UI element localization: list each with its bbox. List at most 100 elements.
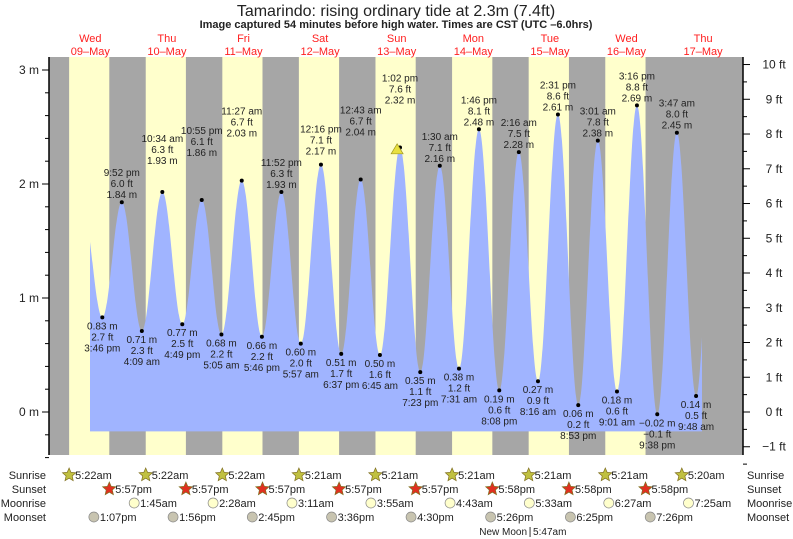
low-tide-time: 8:08 pm <box>481 416 517 427</box>
low-tide-point <box>576 403 581 408</box>
moonrise-time: 5:33am <box>535 498 572 510</box>
date-label: 14–May <box>454 46 494 58</box>
low-tide-ft: 2.2 ft <box>251 352 273 363</box>
high-tide-time: 1:02 pm <box>382 74 418 85</box>
low-tide-ft: 2.3 ft <box>131 346 153 357</box>
date-label: 17–May <box>684 46 724 58</box>
high-tide-time: 1:30 am <box>422 132 458 143</box>
low-tide-label: 0.77 m2.5 ft4:49 pm <box>164 328 200 361</box>
low-tide-label: 0.38 m1.2 ft7:31 am <box>441 373 477 406</box>
high-tide-ft: 6.3 ft <box>270 169 292 180</box>
high-tide-ft: 6.7 ft <box>350 116 372 127</box>
moonset-time: 5:26pm <box>497 512 534 524</box>
low-tide-ft: 1.6 ft <box>369 370 391 381</box>
low-tide-label: 0.51 m1.7 ft6:37 pm <box>323 358 359 391</box>
low-tide-time: 5:57 am <box>283 370 319 381</box>
high-tide-label: 3:16 pm8.8 ft2.69 m <box>619 71 655 104</box>
high-tide-point <box>674 130 679 135</box>
sunrise-icon <box>597 467 613 482</box>
sunrise-time: 5:22am <box>228 470 265 482</box>
sunrise-icon <box>444 467 460 482</box>
moonrise-time: 3:55am <box>377 498 414 510</box>
moonrise-row-label-right: Moonrise <box>747 498 792 510</box>
sunrise-icon <box>674 467 690 482</box>
moonrise-icon <box>683 497 694 509</box>
day-label: Fri <box>237 33 250 45</box>
low-tide-time: 6:37 pm <box>323 380 359 391</box>
right-axis-label: 5 ft <box>766 231 783 245</box>
moonrise-icon <box>286 497 298 509</box>
moonset-icon <box>485 511 496 523</box>
high-tide-point <box>516 150 521 155</box>
sunset-icon <box>484 481 500 496</box>
low-tide-point <box>655 412 660 417</box>
moonrise-icon <box>365 497 377 509</box>
low-tide-ft: 0.9 ft <box>527 396 549 407</box>
high-tide-point <box>318 162 323 167</box>
high-tide-label: 11:27 am6.7 ft2.03 m <box>221 107 262 140</box>
low-tide-time: 7:31 am <box>441 395 477 406</box>
low-tide-ft: 0.6 ft <box>606 406 628 417</box>
low-tide-point <box>259 334 264 339</box>
sunrise-icon <box>521 467 537 482</box>
low-tide-time: 6:45 am <box>362 381 398 392</box>
high-tide-m: 2.04 m <box>345 127 376 138</box>
moonset-time: 2:45pm <box>258 512 295 524</box>
high-tide-point <box>634 103 639 108</box>
high-tide-label: 12:16 pm7.1 ft2.17 m <box>300 125 342 158</box>
high-tide-ft: 8.0 ft <box>666 110 688 121</box>
sunrise-row-label: Sunrise <box>9 470 46 482</box>
high-tide-m: 2.48 m <box>464 117 495 128</box>
high-tide-label: 3:01 am7.8 ft2.38 m <box>580 107 616 140</box>
low-tide-m: 0.38 m <box>444 373 475 384</box>
low-tide-time: 8:16 am <box>520 407 556 418</box>
high-tide-ft: 8.8 ft <box>626 82 648 93</box>
high-tide-label: 2:31 pm8.6 ft2.61 m <box>540 80 576 113</box>
day-label: Thu <box>694 33 713 45</box>
moonrise-time: 6:27am <box>615 498 652 510</box>
high-tide-m: 2.17 m <box>306 147 337 158</box>
low-tide-time: 5:46 pm <box>244 363 280 374</box>
high-tide-label: 1:02 pm7.6 ft2.32 m <box>382 74 418 107</box>
sunset-icon <box>561 481 577 496</box>
low-tide-ft: 1.1 ft <box>409 387 431 398</box>
sunrise-icon <box>367 467 383 482</box>
moonset-icon <box>565 511 576 523</box>
low-tide-ft: 2.5 ft <box>171 339 193 350</box>
moonset-time: 4:30pm <box>417 512 454 524</box>
high-tide-ft: 6.3 ft <box>151 145 173 156</box>
moonset-icon <box>88 511 100 523</box>
moonrise-icon <box>603 497 615 509</box>
high-tide-ft: 8.6 ft <box>547 91 569 102</box>
low-tide-label: −0.02 m−0.1 ft9:38 pm <box>639 418 675 451</box>
sunset-time: 5:58pm <box>652 484 689 496</box>
low-tide-label: 0.06 m0.2 ft8:53 pm <box>560 409 596 442</box>
moonset-time: 6:25pm <box>576 512 613 524</box>
sunset-time: 5:58pm <box>498 484 535 496</box>
low-tide-time: 3:46 pm <box>84 343 120 354</box>
high-tide-m: 2.28 m <box>504 140 535 151</box>
low-tide-point <box>100 315 105 320</box>
sunset-time: 5:57pm <box>115 484 152 496</box>
low-tide-m: 0.27 m <box>523 385 554 396</box>
right-axis-label: 3 ft <box>766 301 783 315</box>
left-axis-label: 3 m <box>19 63 39 77</box>
right-axis-label: 10 ft <box>762 58 786 72</box>
right-axis-label: 2 ft <box>766 336 783 350</box>
moonrise-icon <box>523 497 535 509</box>
new-moon-time: 5:47am <box>533 527 566 538</box>
high-tide-label: 11:52 pm6.3 ft1.93 m <box>261 158 302 191</box>
moonrise-row-label: Moonrise <box>1 498 46 510</box>
chart-title: Tamarindo: rising ordinary tide at 2.3m … <box>237 3 555 20</box>
sunrise-row-label-right: Sunrise <box>747 470 784 482</box>
low-tide-m: 0.50 m <box>365 359 396 370</box>
day-label: Wed <box>79 33 101 45</box>
high-tide-time: 2:16 am <box>501 118 537 129</box>
low-tide-ft: 0.6 ft <box>488 405 510 416</box>
moonset-time: 3:36pm <box>338 512 375 524</box>
low-tide-m: 0.66 m <box>247 341 278 352</box>
high-tide-ft: 7.8 ft <box>587 118 609 129</box>
low-tide-m: 0.14 m <box>681 400 712 411</box>
high-tide-m: 1.86 m <box>186 148 217 159</box>
day-label: Wed <box>615 33 637 45</box>
